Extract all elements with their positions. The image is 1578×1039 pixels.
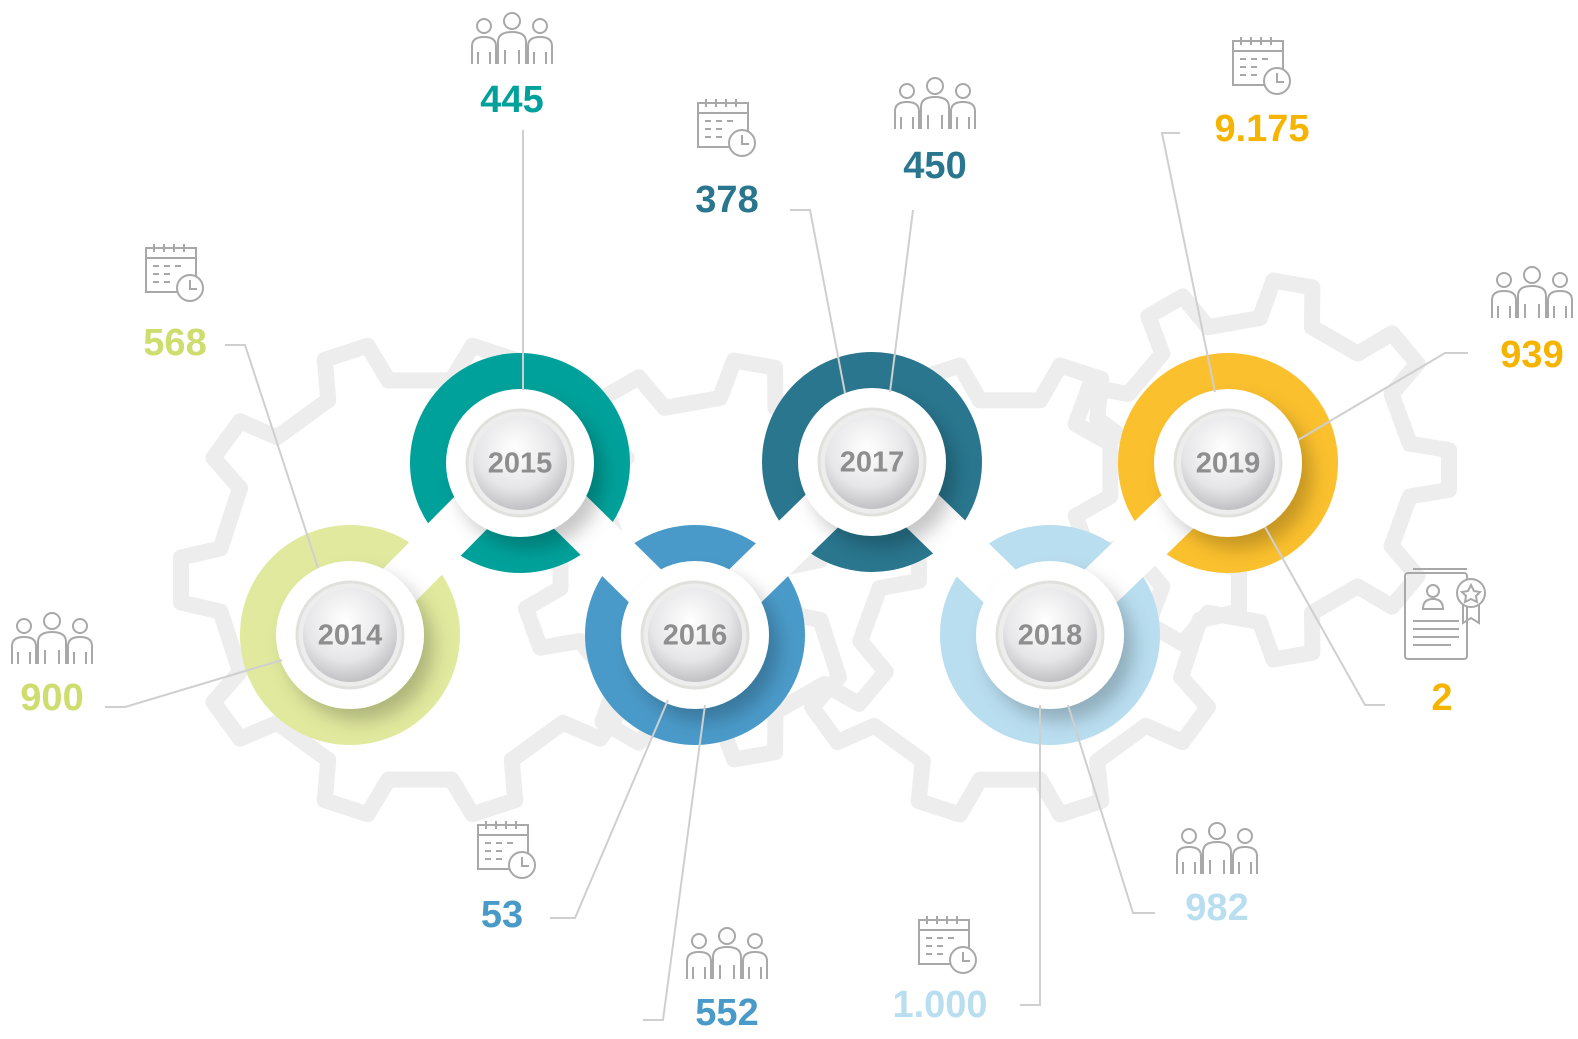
leader-line xyxy=(643,704,706,1021)
leader-line xyxy=(550,699,669,919)
leader-line xyxy=(105,659,283,708)
value-label: 939 xyxy=(1500,334,1563,376)
disc xyxy=(825,415,919,509)
leader-line xyxy=(1264,526,1385,706)
leader-line xyxy=(790,209,846,394)
value-label: 982 xyxy=(1185,887,1248,929)
value-label: 9.175 xyxy=(1214,108,1309,150)
gear xyxy=(517,352,927,768)
background-gears xyxy=(173,272,1457,823)
year-label: 2014 xyxy=(318,620,383,652)
people-icon xyxy=(1491,266,1573,319)
gear xyxy=(173,337,667,823)
value-label: 900 xyxy=(20,677,83,719)
disc xyxy=(648,588,742,682)
people-icon xyxy=(1176,822,1258,875)
year-label: 2015 xyxy=(488,448,553,480)
callouts: 568 900 445 53 552 378 450 1.000 982 9.175 939 2 xyxy=(11,12,1573,1034)
value-label: 450 xyxy=(903,145,966,187)
year-label: 2018 xyxy=(1018,620,1083,652)
value-label: 552 xyxy=(695,992,758,1034)
timeline: 2014 2015 2016 2017 2018 2019 xyxy=(240,352,1338,745)
leader-line xyxy=(1297,352,1468,441)
calendar-icon xyxy=(697,98,756,157)
leader-line xyxy=(1020,705,1041,1006)
value-label: 568 xyxy=(143,322,206,364)
leader-line xyxy=(1160,132,1216,393)
gear xyxy=(1067,272,1457,668)
year-label: 2019 xyxy=(1196,448,1261,480)
people-icon xyxy=(894,77,976,130)
calendar-icon xyxy=(477,820,536,879)
gear xyxy=(773,357,1247,823)
calendar-icon xyxy=(145,243,204,302)
disc xyxy=(303,588,397,682)
calendar-icon xyxy=(918,915,977,974)
value-label: 445 xyxy=(480,79,543,121)
leader-line xyxy=(889,209,914,393)
disc xyxy=(1003,588,1097,682)
disc xyxy=(1181,416,1275,510)
year-label: 2016 xyxy=(663,620,728,652)
value-label: 2 xyxy=(1431,677,1452,719)
leader-line xyxy=(1067,704,1155,914)
calendar-icon xyxy=(1232,36,1291,95)
people-icon xyxy=(11,612,93,665)
value-label: 1.000 xyxy=(892,984,987,1026)
leader-line xyxy=(225,344,319,569)
year-label: 2017 xyxy=(840,447,905,479)
people-icon xyxy=(686,927,768,980)
people-icon xyxy=(471,12,553,65)
disc xyxy=(473,416,567,510)
value-label: 378 xyxy=(695,179,758,221)
value-label: 53 xyxy=(481,894,523,936)
